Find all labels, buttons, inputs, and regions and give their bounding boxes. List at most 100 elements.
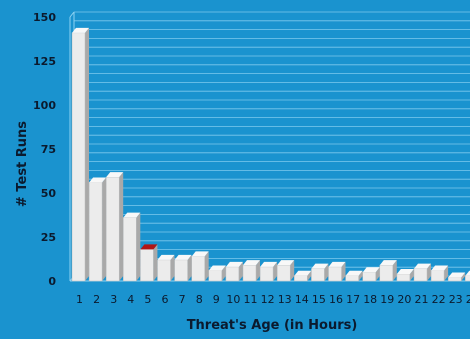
- bar: [140, 244, 158, 282]
- bar-front: [294, 275, 308, 282]
- y-axis-line: [69, 11, 75, 18]
- x-tick-label: 16: [329, 293, 343, 306]
- bar-front: [328, 266, 342, 282]
- bar: [311, 263, 329, 282]
- bar-front: [413, 268, 428, 282]
- x-tick-label: 14: [295, 293, 309, 306]
- bar-front: [140, 249, 154, 282]
- bar-front: [447, 277, 462, 282]
- bar-side: [444, 265, 449, 281]
- bar: [362, 267, 380, 282]
- bar-front: [362, 271, 376, 282]
- y-tick-label: 125: [33, 55, 56, 68]
- bar-side: [290, 260, 295, 281]
- bar-front: [379, 264, 394, 282]
- bar-side: [307, 270, 312, 281]
- bar-front: [191, 256, 205, 282]
- bar-top: [379, 260, 397, 266]
- x-tick-label: 4: [127, 293, 134, 306]
- bar-front: [430, 270, 445, 282]
- bar-top: [311, 263, 329, 269]
- y-tick-label: 50: [41, 187, 57, 200]
- bar-front: [225, 266, 240, 282]
- bar: [396, 268, 414, 282]
- bar-front: [208, 270, 223, 282]
- bar: [174, 254, 192, 282]
- bar: [413, 263, 431, 282]
- bar-top: [89, 177, 107, 183]
- bar-side: [409, 268, 414, 281]
- bar: [242, 260, 260, 282]
- bar-side: [204, 251, 209, 281]
- bar: [71, 27, 89, 282]
- bar: [379, 260, 397, 282]
- x-tick-label: 13: [278, 293, 292, 306]
- x-tick-label: 2: [93, 293, 100, 306]
- bar-front: [174, 259, 188, 282]
- bar-front: [311, 268, 325, 282]
- bar-top: [243, 260, 260, 266]
- bar: [123, 212, 141, 282]
- bar-top: [123, 212, 141, 218]
- bar-front: [345, 275, 359, 282]
- bar-top: [448, 272, 466, 278]
- bar-side: [461, 272, 466, 281]
- bar-top: [345, 270, 363, 276]
- y-tick-label: 25: [41, 231, 56, 244]
- x-tick-label: 6: [162, 293, 169, 306]
- bar-side: [119, 172, 124, 281]
- y-tick-labels: 0 25 50 75 100 125 150: [33, 11, 56, 288]
- x-tick-labels: 123456789101112131415161718192021222324: [76, 293, 470, 306]
- bar: [328, 261, 346, 282]
- bar-side: [375, 267, 380, 281]
- bar-top: [431, 265, 449, 271]
- bar: [208, 265, 226, 282]
- bar: [294, 270, 312, 282]
- bar: [345, 270, 363, 282]
- bar-side: [256, 260, 260, 281]
- x-tick-label: 8: [196, 293, 203, 306]
- bar-top: [225, 261, 243, 267]
- bar-side: [136, 212, 141, 281]
- y-tick-label: 75: [41, 143, 56, 156]
- bar-side: [221, 265, 226, 281]
- bar-top: [191, 251, 209, 257]
- bar-top: [157, 254, 175, 260]
- y-axis-title: # Test Runs: [15, 121, 30, 207]
- bar-side: [170, 254, 175, 281]
- bar-side: [358, 270, 363, 281]
- bar-side: [427, 263, 431, 281]
- bars: [71, 27, 470, 282]
- x-axis-title: Threat's Age (in Hours): [187, 318, 358, 333]
- x-tick-label: 7: [179, 293, 186, 306]
- bar-side: [187, 254, 192, 281]
- x-tick-label: 21: [415, 293, 429, 306]
- bar-side: [273, 261, 278, 281]
- bar-top: [465, 270, 470, 276]
- bar-front: [242, 264, 257, 282]
- y-tick-label: 100: [33, 99, 56, 112]
- bar-side: [102, 177, 107, 281]
- x-tick-label: 5: [144, 293, 151, 306]
- bar-front: [71, 32, 86, 282]
- bar-side: [392, 260, 397, 281]
- x-tick-label: 10: [226, 293, 240, 306]
- bar-front: [88, 182, 103, 282]
- bar-front: [105, 176, 120, 282]
- bar-top: [294, 270, 312, 276]
- bar-top: [328, 261, 346, 267]
- x-tick-label: 24: [466, 293, 470, 306]
- bar-top: [72, 27, 89, 33]
- bar-front: [276, 264, 291, 282]
- bar-side: [341, 261, 346, 281]
- bar-side: [85, 27, 89, 282]
- x-tick-label: 18: [363, 293, 377, 306]
- bar-side: [238, 261, 243, 281]
- bar: [430, 265, 449, 282]
- bar: [157, 254, 175, 282]
- x-tick-label: 20: [397, 293, 411, 306]
- bar-top: [414, 263, 431, 269]
- bar: [465, 270, 470, 282]
- bar: [88, 177, 107, 282]
